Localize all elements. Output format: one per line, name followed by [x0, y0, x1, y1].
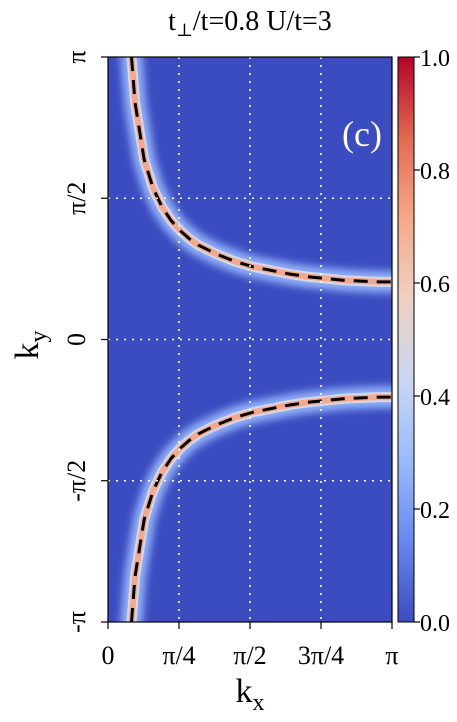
colorbar-tick-label-1: 0.2: [420, 498, 450, 524]
x-axis-label-main: k: [236, 673, 253, 710]
y-tick-label-2: 0: [62, 333, 91, 346]
colorbar-ticks: 0.0 0.2 0.4 0.6 0.8 1.0: [414, 46, 450, 637]
y-tick-label-1: -π/2: [62, 460, 91, 502]
fermi-surface-dashed-upper: [130, 57, 392, 284]
fermi-surface-dashed-lower: [130, 395, 392, 622]
y-tick-label-0: -π: [62, 611, 91, 633]
colorbar-tick-label-3: 0.6: [420, 272, 450, 298]
y-axis-label: ky: [9, 331, 52, 360]
colorbar-tick-label-4: 0.8: [420, 159, 450, 185]
x-tick-label-1: π/4: [162, 641, 195, 670]
x-tick-label-4: π: [385, 641, 398, 670]
heatmap-area: [120, 57, 392, 622]
x-axis-label: kx: [236, 673, 265, 716]
y-axis-ticks: -π -π/2 0 π/2 π: [62, 50, 108, 633]
x-tick-label-0: 0: [102, 641, 115, 670]
y-tick-label-3: π/2: [62, 182, 91, 215]
x-tick-label-2: π/2: [233, 641, 266, 670]
chart-title-t: t: [168, 6, 176, 37]
x-axis-ticks: 0 π/4 π/2 3π/4 π: [102, 622, 399, 670]
chart-title: t⊥/t=0.8 U/t=3: [168, 6, 332, 40]
y-axis-label-main: k: [9, 343, 46, 360]
chart-title-rest: /t=0.8 U/t=3: [193, 6, 332, 37]
colorbar-tick-label-0: 0.0: [420, 611, 450, 637]
heatmap-background: [108, 57, 392, 622]
colorbar: [397, 56, 415, 623]
colorbar-tick-label-2: 0.4: [420, 385, 450, 411]
panel-label: (c): [342, 114, 382, 154]
y-tick-label-4: π: [62, 50, 91, 63]
x-tick-label-3: 3π/4: [298, 641, 344, 670]
chart-title-perp: ⊥: [176, 20, 193, 40]
y-axis-label-sub: y: [26, 331, 52, 343]
x-axis-label-sub: x: [253, 690, 265, 716]
colorbar-tick-label-5: 1.0: [420, 46, 450, 72]
